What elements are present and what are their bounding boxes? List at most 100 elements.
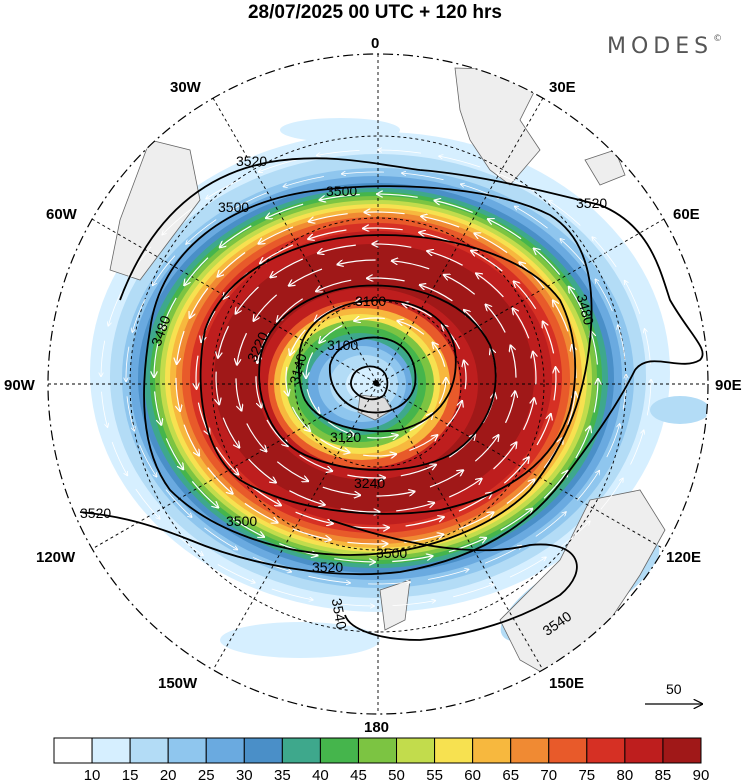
wind-streamline (101, 391, 108, 427)
longitude-labels: 0 30E 60E 90E 120E 150E 180 150W 120W 90… (4, 35, 742, 736)
wind-streamline (448, 479, 481, 498)
wind-streamline (354, 318, 385, 321)
wind-streamline (533, 352, 536, 385)
wind-streamline (534, 249, 561, 275)
wind-streamline (334, 558, 375, 562)
wind-streamline (392, 261, 430, 270)
wind-streamline (646, 380, 651, 416)
wind-streamline (309, 213, 348, 222)
colorbar-swatch (205, 737, 245, 764)
wind-streamline (271, 258, 304, 277)
colorbar-label: 15 (122, 767, 139, 782)
wind-streamline (216, 371, 219, 405)
wind-streamline (400, 465, 436, 477)
wind-streamline (318, 244, 356, 253)
wind-streamline (625, 281, 641, 315)
wind-streamline (289, 490, 324, 505)
wind-streamline (340, 508, 380, 512)
wind-streamline (248, 458, 276, 482)
colorbar-swatch (472, 737, 512, 764)
contour-label: 3500 (326, 183, 357, 199)
wind-streamline (171, 530, 203, 556)
wind-streamline (196, 355, 198, 389)
colorbar-label: 75 (578, 767, 595, 782)
reference-vector: 50 (645, 681, 702, 704)
contour-label: 3520 (80, 505, 111, 521)
contour-label: 3540 (329, 597, 350, 631)
lon-label-150e: 150E (549, 675, 584, 692)
contour-label: 3500 (376, 545, 407, 561)
wind-streamline (493, 443, 517, 470)
colorbar-swatch (319, 737, 359, 764)
colorbar-swatch (624, 737, 664, 764)
wind-streamline (222, 417, 239, 448)
wind-streamline (543, 471, 568, 499)
wind-streamline (448, 538, 486, 553)
map-disc (48, 54, 708, 714)
wind-streamline (509, 557, 546, 578)
wind-streamline (299, 454, 332, 471)
contour-label: 3500 (218, 199, 249, 215)
wind-streamline (444, 275, 476, 295)
wind-streamline (446, 401, 462, 427)
wind-streamline (420, 285, 453, 302)
wind-streamline (108, 291, 122, 326)
wind-streamline (237, 332, 248, 364)
wind-streamline (392, 556, 432, 563)
wind-streamline (404, 534, 443, 543)
wind-streamline (575, 427, 590, 459)
wind-streamline (153, 255, 176, 286)
colorbar-label: 60 (464, 767, 481, 782)
contour-label: 3160 (355, 293, 386, 309)
contour-label: 3240 (354, 475, 385, 491)
colorbar-swatch (586, 737, 626, 764)
wind-streamline (132, 298, 146, 332)
colorbar-label: 10 (84, 767, 101, 782)
colorbar-label: 35 (274, 767, 291, 782)
colorbar-label: 45 (350, 767, 367, 782)
wind-streamline (183, 424, 199, 456)
height-contours (79, 157, 704, 641)
wind-speed-fill (90, 118, 708, 658)
wind-streamline (368, 582, 410, 584)
wind-streamline (396, 503, 434, 512)
wind-streamline (438, 378, 446, 404)
wind-streamline (135, 488, 160, 519)
wind-streamline (403, 304, 432, 318)
wind-streamline (402, 173, 444, 181)
reference-vector-label: 50 (666, 681, 682, 697)
wind-streamline (373, 244, 412, 248)
modes-logo: MODES© (607, 34, 722, 59)
wind-streamline (363, 454, 396, 456)
lon-label-120e: 120E (666, 549, 701, 566)
wind-streamline (486, 305, 506, 333)
colorbar-swatch (510, 737, 550, 764)
wind-streamline (522, 398, 535, 431)
wind-streamline (176, 377, 180, 411)
wind-streamline (378, 150, 422, 154)
wind-streamline (453, 584, 493, 598)
wind-streamline (139, 444, 157, 477)
colorbar-label: 90 (693, 767, 710, 782)
wind-streamline (347, 542, 387, 544)
wind-streamline (308, 229, 347, 239)
wind-streamline (186, 219, 217, 244)
wind-streamline (363, 228, 403, 230)
wind-streamline (306, 352, 314, 379)
wind-streamline (271, 588, 313, 600)
wind-streamline (266, 419, 288, 446)
wind-streamline (475, 234, 508, 254)
wind-streamline (322, 486, 360, 495)
lon-label-30w: 30W (170, 79, 202, 96)
wind-streamline (515, 207, 548, 229)
wind-streamline (162, 297, 177, 330)
contour-label: 3140 (286, 351, 310, 385)
colorbar-swatch (357, 737, 398, 764)
wind-streamline (593, 379, 598, 413)
wind-streamline (595, 279, 613, 312)
wind-streamline (266, 203, 304, 218)
colorbar-label: 55 (426, 767, 443, 782)
colorbar-swatch (662, 737, 702, 764)
wind-streamline (342, 172, 384, 174)
lon-label-90w: 90W (4, 377, 36, 394)
